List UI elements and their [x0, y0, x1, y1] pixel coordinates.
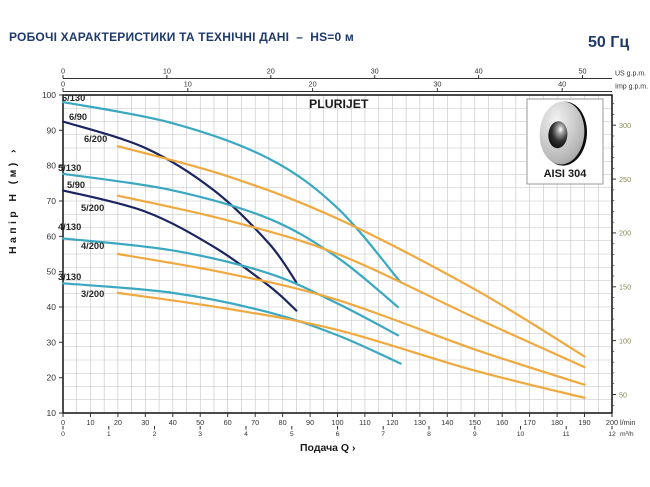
svg-text:m³/h: m³/h [620, 431, 634, 438]
svg-text:100: 100 [331, 418, 343, 427]
svg-text:1: 1 [107, 431, 111, 438]
svg-text:200: 200 [619, 229, 631, 238]
svg-text:10: 10 [163, 67, 171, 76]
svg-text:30: 30 [433, 80, 441, 89]
svg-text:90: 90 [47, 125, 57, 135]
svg-text:60: 60 [224, 418, 232, 427]
svg-text:11: 11 [563, 431, 570, 438]
svg-text:180: 180 [551, 418, 563, 427]
svg-text:10: 10 [184, 80, 192, 89]
svg-text:US g.p.m.: US g.p.m. [615, 71, 646, 78]
svg-text:3/200: 3/200 [81, 289, 104, 299]
svg-text:8: 8 [427, 431, 431, 438]
svg-text:6/90: 6/90 [69, 112, 87, 122]
svg-text:150: 150 [469, 418, 481, 427]
svg-text:0: 0 [61, 67, 65, 76]
svg-text:5/130: 5/130 [58, 163, 81, 173]
svg-text:20: 20 [47, 373, 57, 383]
svg-text:10: 10 [86, 418, 94, 427]
svg-text:3/130: 3/130 [58, 272, 81, 282]
svg-text:300: 300 [619, 121, 631, 130]
svg-text:160: 160 [496, 418, 508, 427]
svg-text:40: 40 [169, 418, 177, 427]
svg-text:30: 30 [141, 418, 149, 427]
svg-text:110: 110 [359, 418, 371, 427]
svg-text:6/200: 6/200 [84, 134, 107, 144]
svg-text:40: 40 [475, 67, 483, 76]
svg-text:250: 250 [619, 175, 631, 184]
svg-text:30: 30 [371, 67, 379, 76]
svg-text:5/90: 5/90 [67, 180, 85, 190]
svg-text:80: 80 [47, 161, 57, 171]
svg-text:5: 5 [290, 431, 294, 438]
svg-text:60: 60 [47, 231, 57, 241]
svg-text:0: 0 [61, 80, 65, 89]
svg-text:10: 10 [517, 431, 525, 438]
svg-text:70: 70 [251, 418, 259, 427]
svg-text:4/130: 4/130 [58, 222, 81, 232]
svg-text:140: 140 [441, 418, 453, 427]
svg-text:12: 12 [608, 431, 616, 438]
svg-text:30: 30 [47, 337, 57, 347]
svg-text:120: 120 [386, 418, 398, 427]
svg-text:3: 3 [198, 431, 202, 438]
svg-text:170: 170 [524, 418, 536, 427]
svg-text:20: 20 [309, 80, 317, 89]
svg-text:50: 50 [47, 267, 57, 277]
svg-text:20: 20 [114, 418, 122, 427]
svg-text:200: 200 [606, 418, 618, 427]
svg-text:40: 40 [558, 80, 566, 89]
svg-text:9: 9 [473, 431, 477, 438]
svg-text:7: 7 [381, 431, 385, 438]
svg-text:l/min: l/min [620, 418, 635, 427]
svg-text:90: 90 [306, 418, 314, 427]
svg-text:6: 6 [336, 431, 340, 438]
svg-text:40: 40 [47, 302, 57, 312]
svg-text:50: 50 [619, 390, 627, 399]
svg-text:AISI 304: AISI 304 [544, 168, 588, 180]
svg-text:70: 70 [47, 196, 57, 206]
svg-text:Imp g.p.m.: Imp g.p.m. [615, 84, 648, 91]
svg-text:20: 20 [267, 67, 275, 76]
svg-text:50: 50 [196, 418, 204, 427]
svg-text:130: 130 [414, 418, 426, 427]
svg-text:2: 2 [153, 431, 157, 438]
svg-text:190: 190 [578, 418, 590, 427]
svg-text:0: 0 [61, 431, 65, 438]
svg-text:80: 80 [279, 418, 287, 427]
svg-text:150: 150 [619, 283, 631, 292]
svg-text:0: 0 [61, 418, 65, 427]
svg-text:4/200: 4/200 [81, 241, 104, 251]
svg-text:4: 4 [244, 431, 248, 438]
svg-text:10: 10 [47, 408, 57, 418]
svg-text:100: 100 [619, 336, 631, 345]
svg-text:6/130: 6/130 [62, 93, 85, 103]
svg-text:100: 100 [42, 90, 56, 100]
svg-text:5/200: 5/200 [81, 203, 104, 213]
svg-text:50: 50 [578, 67, 586, 76]
